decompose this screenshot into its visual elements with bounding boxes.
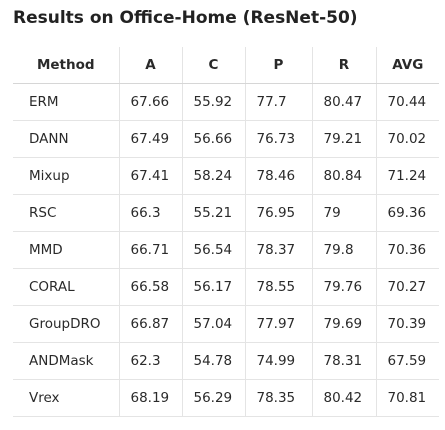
c-cell: 57.04 bbox=[181, 305, 245, 343]
c-cell: 55.21 bbox=[181, 194, 245, 232]
table-row: Vrex 68.19 56.29 78.35 80.42 70.81 bbox=[13, 379, 439, 417]
p-cell: 74.99 bbox=[244, 342, 312, 380]
header-a: A bbox=[118, 47, 182, 84]
c-cell: 58.24 bbox=[181, 157, 245, 195]
r-cell: 79.76 bbox=[311, 268, 376, 306]
p-cell: 78.55 bbox=[244, 268, 312, 306]
header-row: Method A C P R AVG bbox=[13, 47, 439, 84]
p-cell: 78.35 bbox=[244, 379, 312, 417]
p-cell: 77.7 bbox=[244, 83, 312, 121]
avg-cell: 70.39 bbox=[375, 305, 439, 343]
a-cell: 68.19 bbox=[118, 379, 182, 417]
r-cell: 80.47 bbox=[311, 83, 376, 121]
table-row: GroupDRO 66.87 57.04 77.97 79.69 70.39 bbox=[13, 305, 439, 343]
avg-cell: 67.59 bbox=[375, 342, 439, 380]
avg-cell: 70.44 bbox=[375, 83, 439, 121]
header-r: R bbox=[311, 47, 376, 84]
table-row: MMD 66.71 56.54 78.37 79.8 70.36 bbox=[13, 231, 439, 269]
r-cell: 79.21 bbox=[311, 120, 376, 158]
c-cell: 56.66 bbox=[181, 120, 245, 158]
r-cell: 78.31 bbox=[311, 342, 376, 380]
a-cell: 67.41 bbox=[118, 157, 182, 195]
table-row: RSC 66.3 55.21 76.95 79 69.36 bbox=[13, 194, 439, 232]
a-cell: 66.87 bbox=[118, 305, 182, 343]
avg-cell: 70.02 bbox=[375, 120, 439, 158]
a-cell: 66.58 bbox=[118, 268, 182, 306]
method-cell: CORAL bbox=[13, 268, 119, 306]
r-cell: 79.8 bbox=[311, 231, 376, 269]
table-row: ERM 67.66 55.92 77.7 80.47 70.44 bbox=[13, 83, 439, 121]
c-cell: 55.92 bbox=[181, 83, 245, 121]
method-cell: ERM bbox=[13, 83, 119, 121]
method-cell: RSC bbox=[13, 194, 119, 232]
p-cell: 78.46 bbox=[244, 157, 312, 195]
avg-cell: 69.36 bbox=[375, 194, 439, 232]
c-cell: 56.29 bbox=[181, 379, 245, 417]
p-cell: 76.95 bbox=[244, 194, 312, 232]
header-p: P bbox=[244, 47, 312, 84]
page-title: Results on Office-Home (ResNet-50) bbox=[13, 8, 358, 28]
header-c: C bbox=[181, 47, 245, 84]
table-row: Mixup 67.41 58.24 78.46 80.84 71.24 bbox=[13, 157, 439, 195]
r-cell: 80.42 bbox=[311, 379, 376, 417]
header-avg: AVG bbox=[375, 47, 439, 84]
avg-cell: 70.27 bbox=[375, 268, 439, 306]
method-cell: Mixup bbox=[13, 157, 119, 195]
r-cell: 79 bbox=[311, 194, 376, 232]
a-cell: 67.49 bbox=[118, 120, 182, 158]
a-cell: 62.3 bbox=[118, 342, 182, 380]
p-cell: 76.73 bbox=[244, 120, 312, 158]
method-cell: GroupDRO bbox=[13, 305, 119, 343]
table-header: Method A C P R AVG bbox=[13, 47, 439, 84]
a-cell: 66.3 bbox=[118, 194, 182, 232]
c-cell: 56.17 bbox=[181, 268, 245, 306]
p-cell: 77.97 bbox=[244, 305, 312, 343]
c-cell: 56.54 bbox=[181, 231, 245, 269]
table-row: DANN 67.49 56.66 76.73 79.21 70.02 bbox=[13, 120, 439, 158]
method-cell: DANN bbox=[13, 120, 119, 158]
table-row: CORAL 66.58 56.17 78.55 79.76 70.27 bbox=[13, 268, 439, 306]
method-cell: ANDMask bbox=[13, 342, 119, 380]
avg-cell: 70.36 bbox=[375, 231, 439, 269]
avg-cell: 71.24 bbox=[375, 157, 439, 195]
r-cell: 79.69 bbox=[311, 305, 376, 343]
method-cell: Vrex bbox=[13, 379, 119, 417]
results-table: Method A C P R AVG ERM 67.66 55.92 77.7 … bbox=[13, 47, 439, 417]
r-cell: 80.84 bbox=[311, 157, 376, 195]
header-method: Method bbox=[13, 47, 119, 84]
a-cell: 66.71 bbox=[118, 231, 182, 269]
table-body: ERM 67.66 55.92 77.7 80.47 70.44 DANN 67… bbox=[13, 83, 439, 417]
table-row: ANDMask 62.3 54.78 74.99 78.31 67.59 bbox=[13, 342, 439, 380]
a-cell: 67.66 bbox=[118, 83, 182, 121]
method-cell: MMD bbox=[13, 231, 119, 269]
p-cell: 78.37 bbox=[244, 231, 312, 269]
c-cell: 54.78 bbox=[181, 342, 245, 380]
avg-cell: 70.81 bbox=[375, 379, 439, 417]
